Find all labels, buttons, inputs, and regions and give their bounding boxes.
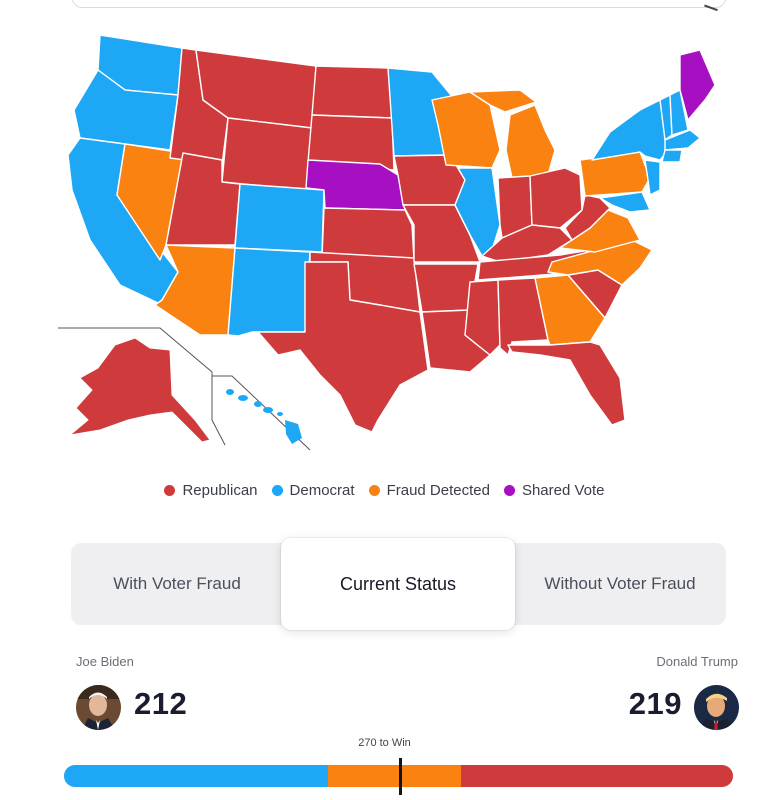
inset-border-hawaii bbox=[212, 375, 311, 451]
bar-segment-fraud bbox=[327, 765, 461, 787]
state-pa[interactable] bbox=[579, 151, 651, 197]
state-nm[interactable] bbox=[227, 247, 311, 337]
legend-item-democrat: Democrat bbox=[271, 482, 355, 499]
state-ct[interactable] bbox=[661, 149, 683, 163]
map-legend: Republican Democrat Fraud Detected Share… bbox=[0, 482, 769, 499]
win-threshold-label: 270 to Win bbox=[358, 737, 411, 749]
state-nh[interactable] bbox=[669, 89, 689, 136]
state-nd[interactable] bbox=[311, 65, 393, 119]
state-wv[interactable] bbox=[564, 194, 611, 241]
state-mi[interactable] bbox=[505, 104, 556, 179]
map-svg bbox=[58, 34, 716, 451]
state-wy[interactable] bbox=[221, 117, 313, 191]
legend-label-fraud: Fraud Detected bbox=[386, 482, 490, 499]
biden-votes: 212 bbox=[134, 686, 188, 721]
state-me[interactable] bbox=[679, 49, 716, 121]
state-mi-upper[interactable] bbox=[469, 89, 537, 113]
state-hi[interactable] bbox=[226, 389, 302, 444]
state-co[interactable] bbox=[234, 183, 325, 253]
state-ms[interactable] bbox=[464, 279, 501, 356]
us-electoral-map bbox=[58, 34, 716, 451]
state-ny[interactable] bbox=[591, 99, 669, 161]
state-ma[interactable] bbox=[664, 129, 701, 151]
legend-item-shared: Shared Vote bbox=[503, 482, 605, 499]
candidate-name-left: Joe Biden bbox=[76, 654, 134, 669]
win-threshold-marker bbox=[399, 758, 402, 795]
tab-current-status[interactable]: Current Status bbox=[281, 538, 515, 630]
legend-label-republican: Republican bbox=[182, 482, 258, 499]
legend-label-democrat: Democrat bbox=[289, 482, 355, 499]
tab-with-voter-fraud[interactable]: With Voter Fraud bbox=[113, 574, 241, 593]
fraud-dot bbox=[368, 485, 380, 496]
state-nc[interactable] bbox=[547, 239, 653, 286]
state-nj[interactable] bbox=[644, 159, 661, 196]
biden-avatar bbox=[76, 685, 121, 730]
inset-border-alaska bbox=[58, 327, 226, 446]
legend-label-shared: Shared Vote bbox=[521, 482, 605, 499]
state-tx[interactable] bbox=[257, 261, 429, 433]
state-sd[interactable] bbox=[307, 114, 395, 171]
candidate-name-right: Donald Trump bbox=[656, 654, 738, 669]
tab-without-voter-fraud[interactable]: Without Voter Fraud bbox=[544, 574, 696, 593]
legend-item-fraud: Fraud Detected bbox=[368, 482, 490, 499]
state-ak[interactable] bbox=[68, 337, 211, 443]
bar-segment-democrat bbox=[64, 765, 328, 787]
state-ks[interactable] bbox=[321, 207, 415, 261]
shared-dot bbox=[503, 485, 515, 496]
state-md[interactable] bbox=[599, 191, 651, 213]
republican-dot bbox=[164, 485, 176, 496]
democrat-dot bbox=[271, 485, 283, 496]
state-or[interactable] bbox=[73, 69, 179, 151]
bar-segment-republican bbox=[460, 765, 733, 787]
trump-votes: 219 bbox=[628, 686, 682, 721]
legend-item-republican: Republican bbox=[164, 482, 258, 499]
electoral-vote-bar bbox=[64, 765, 733, 787]
state-fl[interactable] bbox=[507, 341, 626, 426]
trump-avatar bbox=[694, 685, 739, 730]
